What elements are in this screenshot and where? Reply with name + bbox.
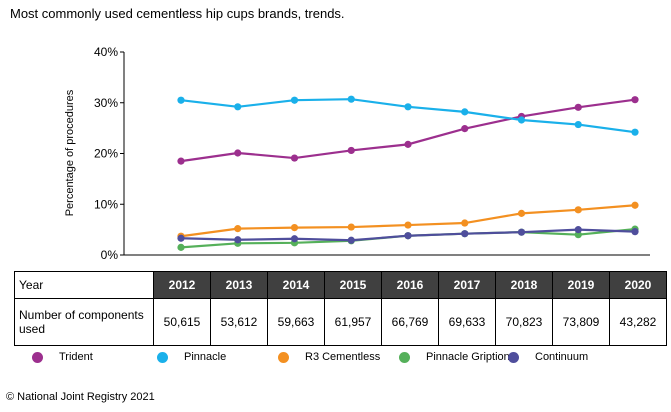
data-point bbox=[404, 140, 412, 148]
data-point bbox=[574, 103, 582, 111]
year-cell: 2018 bbox=[495, 271, 553, 299]
legend-item: Pinnacle Gription bbox=[399, 351, 510, 363]
series-trident bbox=[177, 96, 639, 165]
data-point bbox=[574, 206, 582, 214]
count-cell: 73,809 bbox=[552, 298, 610, 346]
y-axis: 0% 10% 20% 30% 40% Percentage of procedures bbox=[64, 45, 650, 262]
count-cell: 59,663 bbox=[267, 298, 325, 346]
data-point bbox=[631, 201, 639, 209]
data-point bbox=[290, 154, 299, 162]
count-cell: 50,615 bbox=[153, 298, 211, 346]
legend-item: R3 Cementless bbox=[278, 351, 380, 363]
data-point bbox=[234, 103, 242, 111]
data-point bbox=[461, 219, 469, 227]
data-point bbox=[461, 108, 469, 116]
data-point bbox=[574, 226, 582, 234]
year-label: Year bbox=[14, 271, 154, 299]
legend-item: Continuum bbox=[508, 351, 588, 363]
year-cell: 2014 bbox=[267, 271, 325, 299]
y-tick-label: 0% bbox=[101, 248, 119, 262]
legend-label: Continuum bbox=[535, 351, 589, 363]
data-point bbox=[631, 128, 639, 136]
data-point bbox=[574, 231, 582, 239]
data-point bbox=[631, 96, 639, 104]
line-chart: 0% 10% 20% 30% 40% Percentage of procedures bbox=[64, 45, 650, 262]
series-lines bbox=[177, 95, 639, 251]
y-tick-label: 40% bbox=[94, 45, 118, 59]
y-tick-label: 30% bbox=[94, 96, 118, 110]
year-cell: 2013 bbox=[210, 271, 268, 299]
count-cell: 43,282 bbox=[609, 298, 667, 346]
data-point bbox=[461, 125, 469, 133]
count-cell: 61,957 bbox=[324, 298, 382, 346]
legend-label: Trident bbox=[59, 351, 93, 363]
data-point bbox=[347, 95, 355, 103]
data-point bbox=[404, 221, 412, 229]
data-point bbox=[177, 157, 185, 165]
count-cell: 69,633 bbox=[438, 298, 496, 346]
legend-label: R3 Cementless bbox=[305, 351, 381, 363]
components-table: Year 2012 2013 2014 2015 2016 2017 2018 2019 202… bbox=[14, 271, 667, 346]
data-point bbox=[461, 230, 469, 238]
legend: Trident Pinnacle R3 Cementless Pinnacle Gri… bbox=[32, 351, 662, 369]
data-point bbox=[574, 120, 582, 129]
legend-item: Trident bbox=[32, 351, 93, 363]
data-point bbox=[177, 243, 185, 251]
data-point bbox=[234, 149, 242, 157]
year-cell: 2020 bbox=[609, 271, 667, 299]
count-cell: 70,823 bbox=[495, 298, 553, 346]
series-continuum bbox=[177, 226, 639, 244]
count-label: Number of components used bbox=[14, 298, 154, 346]
series-line-r3-cementless bbox=[180, 204, 636, 238]
legend-swatch bbox=[399, 351, 410, 363]
legend-swatch bbox=[278, 351, 289, 363]
series-pinnacle bbox=[177, 95, 639, 136]
data-point bbox=[234, 236, 242, 244]
copyright-text: © National Joint Registry 2021 bbox=[6, 391, 155, 403]
legend-swatch bbox=[32, 351, 43, 363]
y-tick-label: 20% bbox=[94, 147, 118, 161]
legend-swatch bbox=[157, 351, 168, 363]
count-row: Number of components used 50,615 53,612 59… bbox=[14, 298, 667, 346]
year-cell: 2016 bbox=[381, 271, 439, 299]
data-point bbox=[404, 103, 412, 111]
y-tick-label: 10% bbox=[94, 197, 118, 211]
year-cell: 2019 bbox=[552, 271, 610, 299]
data-point bbox=[290, 235, 299, 243]
y-axis-label: Percentage of procedures bbox=[64, 89, 76, 216]
data-point bbox=[177, 234, 185, 242]
data-point bbox=[517, 209, 526, 217]
data-point bbox=[177, 96, 185, 104]
data-point bbox=[517, 116, 526, 124]
data-point bbox=[631, 228, 639, 236]
legend-item: Pinnacle bbox=[157, 351, 226, 363]
data-point bbox=[517, 228, 526, 236]
year-cell: 2017 bbox=[438, 271, 496, 299]
data-point bbox=[404, 232, 412, 240]
data-point bbox=[290, 96, 299, 104]
data-point bbox=[347, 223, 355, 231]
chart-title: Most commonly used cementless hip cups b… bbox=[10, 6, 345, 21]
data-point bbox=[347, 146, 355, 155]
count-cell: 53,612 bbox=[210, 298, 268, 346]
count-cell: 66,769 bbox=[381, 298, 439, 346]
data-point bbox=[347, 236, 355, 244]
data-point bbox=[234, 225, 242, 233]
legend-label: Pinnacle bbox=[184, 351, 227, 363]
data-point bbox=[290, 223, 299, 232]
year-cell: 2015 bbox=[324, 271, 382, 299]
legend-swatch bbox=[508, 351, 519, 363]
year-cell: 2012 bbox=[153, 271, 211, 299]
year-row: Year 2012 2013 2014 2015 2016 2017 2018 2019 202… bbox=[14, 271, 667, 299]
legend-label: Pinnacle Gription bbox=[426, 351, 510, 363]
